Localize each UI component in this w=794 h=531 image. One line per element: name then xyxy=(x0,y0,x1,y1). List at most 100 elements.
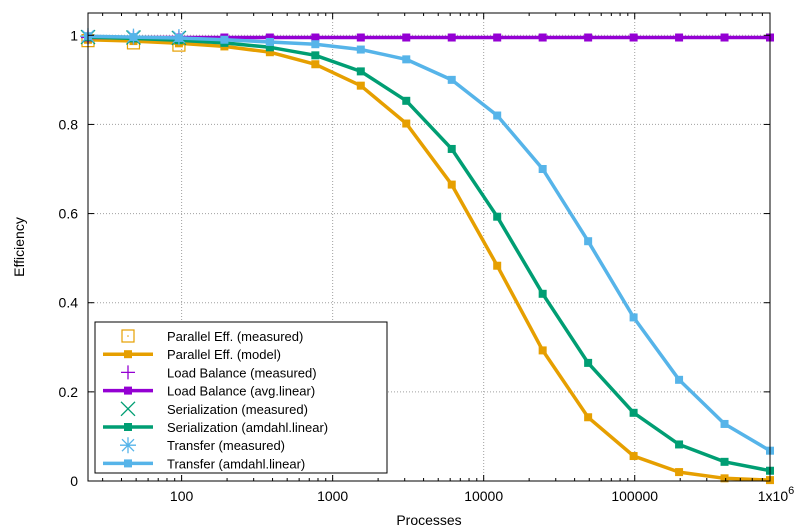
legend-item: Serialization (measured) xyxy=(120,401,308,417)
x-tick-label: 1000 xyxy=(317,488,348,504)
data-point xyxy=(675,468,684,477)
data-point-shape xyxy=(629,452,638,461)
series-line xyxy=(87,35,771,473)
legend-label: Transfer (measured) xyxy=(167,438,285,453)
data-point xyxy=(174,33,183,42)
data-point-shape xyxy=(447,33,456,42)
y-axis-title: Efficiency xyxy=(11,217,27,277)
data-point xyxy=(538,33,547,42)
data-point xyxy=(220,35,229,44)
y-tick-label: 0.4 xyxy=(59,295,79,311)
data-point-shape xyxy=(265,37,274,46)
data-point xyxy=(311,33,320,42)
data-point xyxy=(265,43,274,52)
data-point xyxy=(538,289,547,298)
legend-marker-shape xyxy=(120,437,136,454)
legend-marker xyxy=(124,459,132,468)
legend-item: Parallel Eff. (measured) xyxy=(121,329,303,344)
data-point-shape xyxy=(402,96,411,105)
legend-label: Serialization (measured) xyxy=(167,402,308,417)
tick-layer: 0 0.2 0.4 0.6 0.8 1 100 1000 10000 100000 1x106 xyxy=(59,13,794,504)
legend-marker-shape xyxy=(124,386,132,395)
data-point-shape xyxy=(447,180,456,189)
legend-marker xyxy=(124,423,132,431)
data-point-shape xyxy=(675,375,684,384)
y-tick-label: 1 xyxy=(70,27,78,43)
series-line xyxy=(87,37,771,482)
legend-marker xyxy=(120,401,136,417)
data-point-shape xyxy=(675,440,684,449)
legend-marker xyxy=(120,437,136,454)
x-end-tick-label: 1x106 xyxy=(758,485,794,504)
data-point-shape xyxy=(584,33,593,42)
data-point xyxy=(493,212,502,221)
data-point xyxy=(402,33,411,42)
data-point xyxy=(629,33,638,42)
legend-item: Transfer (amdahl.linear) xyxy=(103,456,305,471)
data-point-shape xyxy=(629,33,638,42)
data-point xyxy=(584,237,593,246)
data-point-shape xyxy=(402,33,411,42)
legend-label: Transfer (amdahl.linear) xyxy=(167,456,305,471)
legend-marker-shape xyxy=(124,350,132,359)
data-point-shape xyxy=(629,313,638,322)
data-point-shape xyxy=(720,33,729,42)
series-line xyxy=(87,34,771,453)
data-point-shape xyxy=(493,212,502,221)
data-point-shape xyxy=(584,413,593,422)
x-tick-label: 100000 xyxy=(611,488,658,504)
data-point xyxy=(720,474,729,483)
data-point xyxy=(493,111,502,120)
data-point-shape xyxy=(311,51,320,60)
data-point-shape xyxy=(584,237,593,246)
data-point xyxy=(675,375,684,384)
data-point xyxy=(265,37,274,46)
data-point xyxy=(584,358,593,367)
data-point xyxy=(129,33,138,42)
data-point xyxy=(538,165,547,173)
data-point xyxy=(447,75,456,84)
data-point-shape xyxy=(356,81,365,90)
data-point xyxy=(311,40,320,49)
data-point xyxy=(675,440,684,449)
legend-marker-shape xyxy=(121,329,135,343)
data-point xyxy=(356,67,365,76)
legend-item: Serialization (amdahl.linear) xyxy=(103,420,328,435)
legend-label: Serialization (amdahl.linear) xyxy=(167,420,328,435)
data-point xyxy=(311,60,320,69)
data-point-shape xyxy=(174,33,183,42)
data-point-shape xyxy=(493,111,502,120)
data-point-shape xyxy=(447,144,456,153)
data-point xyxy=(402,96,411,105)
data-point-shape xyxy=(311,33,320,42)
legend-item: Load Balance (avg.linear) xyxy=(103,384,315,399)
y-tick-label: 0.6 xyxy=(59,206,79,222)
legend-box xyxy=(94,321,388,474)
data-point-shape xyxy=(720,419,729,428)
data-point xyxy=(265,48,274,57)
data-point-shape xyxy=(720,457,729,466)
data-point-shape xyxy=(356,67,365,76)
data-point xyxy=(447,33,456,42)
x-tick-label: 10000 xyxy=(464,488,503,504)
data-point-shape xyxy=(675,33,684,42)
data-point xyxy=(629,408,638,417)
data-point xyxy=(447,144,456,153)
data-point-shape xyxy=(402,119,411,128)
data-point xyxy=(493,33,502,42)
data-point-shape xyxy=(265,48,274,57)
x-axis-title: Processes xyxy=(396,512,461,528)
legend: Parallel Eff. (measured) Parallel Eff. (m… xyxy=(94,321,388,474)
data-point-shape xyxy=(356,45,365,54)
legend-item: Transfer (measured) xyxy=(120,437,285,453)
data-point-shape xyxy=(629,408,638,417)
data-point-shape xyxy=(265,33,274,42)
data-point xyxy=(356,45,365,54)
legend-marker-shape xyxy=(120,401,136,417)
y-tick-label: 0.2 xyxy=(59,384,79,400)
data-point xyxy=(265,33,274,42)
legend-marker xyxy=(124,350,132,359)
data-point-shape xyxy=(493,33,502,42)
data-point xyxy=(538,346,547,355)
